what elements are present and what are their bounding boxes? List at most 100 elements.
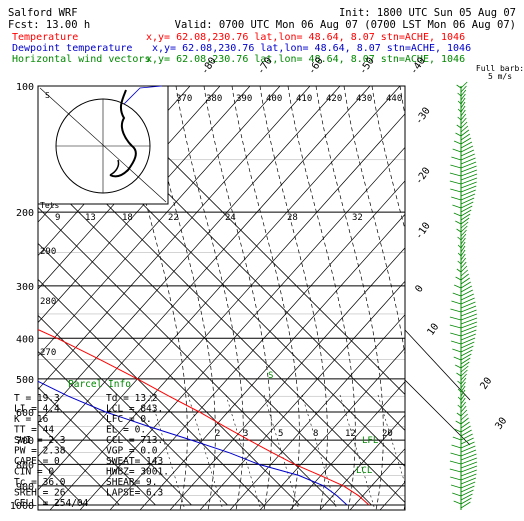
wind-barb-flag: [457, 396, 462, 401]
parcel-row-right: EL = 0.: [106, 425, 146, 436]
theta-label: 370: [176, 94, 192, 104]
mixing-ratio-line: [263, 394, 300, 510]
dry-adiabat: [139, 213, 405, 510]
parcel-row-left: TT = 44: [14, 425, 54, 436]
mixing-ratio-label: 5: [278, 429, 283, 439]
wind-barb: [460, 489, 474, 497]
model-name: Salford WRF: [8, 7, 78, 19]
wind-barb-flag: [449, 316, 462, 321]
parcel-info: Parcel Info T = 19.3 Td = 13.2 LI = 4.4 LCL…: [14, 379, 169, 509]
moist-adiabat: [428, 86, 495, 510]
isotherm: [38, 278, 264, 506]
mixing-ratio-line: [339, 394, 376, 510]
wind-barb: [460, 445, 476, 453]
mixing-ratio-label: 18: [122, 213, 133, 223]
barb-key-title: Full barb:: [476, 64, 524, 73]
isotherm: [38, 242, 300, 506]
lfl-label: LFL: [362, 436, 378, 446]
moist-adiabat: [203, 86, 272, 510]
wind-barb-flag: [457, 116, 462, 121]
mixing-ratio-label: 20: [382, 429, 393, 439]
parcel-row-left: CELL = 254/04: [14, 498, 89, 509]
wind-barb: [460, 145, 474, 153]
wind-barb-flag: [453, 356, 462, 361]
isotherm-label: 0: [413, 283, 425, 294]
wind-location: x,y= 62.08,230.76 lat,lon= 48.64, 8.07 s…: [146, 54, 465, 65]
wind-barb-flag: [452, 436, 462, 441]
dewpoint-profile: [38, 380, 348, 506]
wind-barb: [460, 169, 478, 177]
inset-mark: S: [45, 91, 50, 100]
wind-barb-flag: [457, 244, 462, 249]
dry-adiabat: [38, 86, 371, 457]
wind-barb: [460, 257, 467, 265]
wind-barb: [460, 97, 466, 105]
wind-barb-flag: [452, 492, 462, 497]
wind-barb: [460, 109, 466, 117]
wind-barb: [460, 409, 468, 417]
valid-time: Valid: 0700 UTC Mon 06 Aug 07 (0700 LST …: [175, 19, 516, 31]
pressure-label: 400: [16, 334, 34, 345]
dry-adiabat: [289, 381, 405, 510]
wind-barb: [460, 305, 477, 313]
wind-barb: [460, 381, 466, 389]
wind-barb-flag: [457, 388, 462, 393]
wind-barb: [460, 265, 468, 273]
wind-barb: [460, 349, 473, 357]
moist-adiabat: [287, 86, 356, 510]
wind-barb: [460, 417, 469, 425]
wind-barb: [460, 493, 473, 501]
dry-adiabat: [49, 113, 405, 510]
parcel-row-right: HWBZ= 3001.: [106, 467, 169, 478]
wind-barb-flag: [456, 372, 462, 377]
parcel-title: Parcel Info: [68, 379, 131, 390]
wind-barb: [460, 245, 466, 253]
dry-adiabat: [109, 180, 405, 510]
wind-barb: [460, 209, 472, 217]
wind-barb: [460, 401, 466, 409]
pressure-label: 200: [16, 208, 34, 219]
wind-barb: [460, 353, 472, 361]
wind-barb-flag: [457, 236, 462, 241]
mixing-ratio-label: 2: [215, 429, 220, 439]
dry-adiabat: [410, 86, 524, 510]
pressure-label: 800: [16, 460, 34, 471]
wind-barb: [460, 369, 468, 377]
parcel-row-right: VGP = 0.0: [106, 446, 158, 457]
wind-barb: [460, 453, 477, 461]
parcel-row-left: SREH = 26: [14, 488, 66, 499]
wind-barb: [460, 269, 469, 277]
theta-label: 440: [386, 94, 402, 104]
wind-barb: [460, 85, 467, 93]
wind-barb-flag: [455, 420, 462, 425]
wind-barb: [460, 433, 473, 441]
wind-barb: [460, 105, 466, 113]
marker-s: S: [268, 371, 273, 381]
wind-barb-flag: [457, 92, 462, 97]
wind-barb: [460, 149, 475, 157]
moist-adiabat: [343, 86, 405, 510]
mixing-ratio-line: [225, 394, 262, 510]
wind-barb-flag: [451, 156, 462, 161]
wind-barb: [460, 289, 473, 297]
wind-barb: [460, 385, 466, 393]
wind-barb: [460, 177, 478, 185]
isotherm: [38, 386, 156, 506]
wind-barb-flag: [456, 84, 462, 89]
wind-barb: [460, 261, 467, 269]
wind-barb: [460, 281, 471, 289]
wind-barb: [460, 473, 477, 481]
wind-barb: [460, 341, 475, 349]
wind-barb: [460, 129, 470, 137]
wind-barb: [460, 217, 470, 225]
wind-barb: [460, 157, 476, 165]
moist-adiabat: [259, 86, 328, 510]
inset-coastline: [109, 89, 137, 178]
wind-barb: [460, 229, 467, 237]
wind-barb: [460, 185, 477, 193]
dewpoint-location: x,y= 62.08,230.76 lat,lon= 48.64, 8.07 s…: [152, 43, 471, 54]
wind-barb: [460, 337, 476, 345]
wind-barb-flag: [455, 364, 462, 369]
mixing-ratio-label: 9: [55, 213, 60, 223]
